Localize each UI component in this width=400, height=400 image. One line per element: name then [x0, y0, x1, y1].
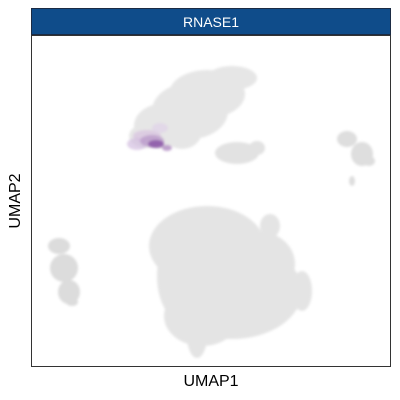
- cluster-right-small: [337, 131, 375, 186]
- cluster-large-central: [149, 206, 312, 358]
- y-axis-label: UMAP2: [7, 173, 24, 229]
- chart-title: RNASE1: [182, 13, 240, 30]
- facet-strip: RNASE1: [31, 8, 391, 35]
- x-axis-label: UMAP1: [183, 373, 239, 390]
- umap-scatter: [48, 66, 375, 358]
- cluster-middle-small: [215, 141, 265, 164]
- plot-panel: [31, 35, 391, 367]
- cluster-left-small: [48, 238, 80, 306]
- expressing-cells: [127, 123, 172, 151]
